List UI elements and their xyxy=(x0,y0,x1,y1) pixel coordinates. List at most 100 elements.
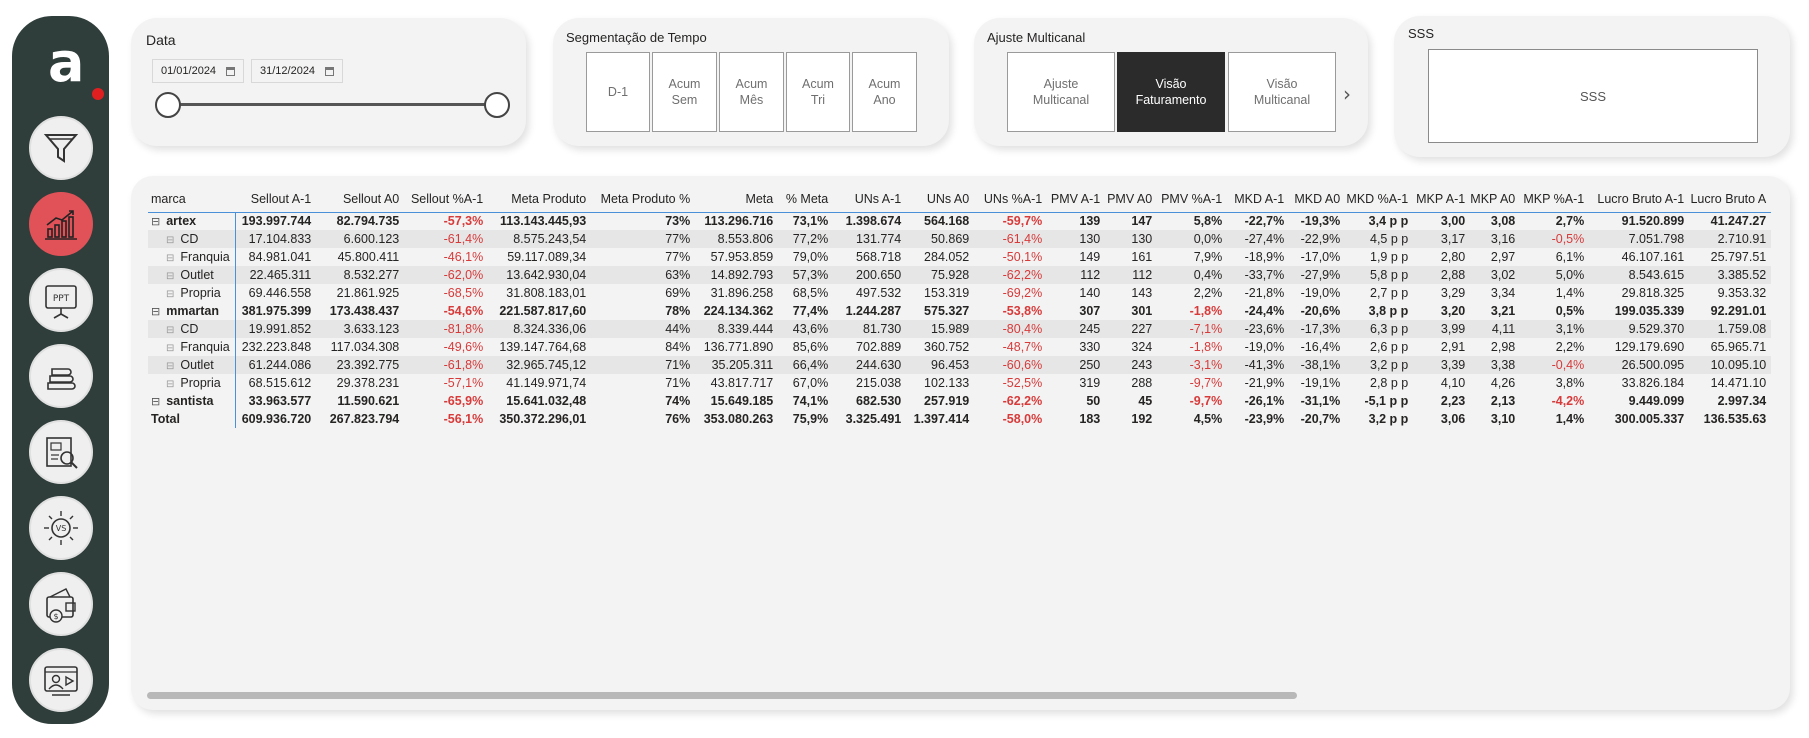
expand-icon[interactable]: ⊟ xyxy=(166,343,175,354)
matrix-cell: -62,0% xyxy=(404,266,489,284)
matrix-cell: 3,29 xyxy=(1440,286,1466,300)
column-header[interactable]: MKP A-1 xyxy=(1416,191,1466,206)
column-header[interactable]: Lucro Bruto A xyxy=(1690,191,1767,206)
matrix-cell: 50.869 xyxy=(906,230,975,248)
column-header[interactable]: PMV A-1 xyxy=(1050,191,1101,206)
matrix-cell: 221.587.817,60 xyxy=(499,304,587,318)
tile-label: Acum Sem xyxy=(668,77,701,107)
versus-comparison-icon: VS xyxy=(44,511,78,545)
sss-slicer-box[interactable]: SSS xyxy=(1428,49,1758,143)
nav-wallet-button[interactable]: $ xyxy=(29,572,93,636)
date-range-slider-track[interactable] xyxy=(167,103,497,106)
column-header[interactable]: MKD A-1 xyxy=(1234,191,1285,206)
tile-visao-multicanal[interactable]: Visão Multicanal xyxy=(1228,52,1336,132)
tile-visao-faturamento[interactable]: Visão Faturamento xyxy=(1117,52,1225,132)
nav-growth-chart-button[interactable] xyxy=(29,192,93,256)
matrix-cell: 143 xyxy=(1131,286,1153,300)
date-range-end-handle[interactable] xyxy=(484,92,510,118)
sss-box-label: SSS xyxy=(1579,88,1606,104)
column-header[interactable]: marca xyxy=(151,191,186,206)
column-header[interactable]: PMV A0 xyxy=(1107,191,1153,206)
chevron-right-icon[interactable]: › xyxy=(1343,82,1351,106)
tile-acum-tri[interactable]: Acum Tri xyxy=(786,52,850,132)
matrix-cell: 6.600.123 xyxy=(316,230,405,248)
channel-row: ⊟ CD 17.104.833 6.600.123 -61,4% 8.575.243,54… xyxy=(148,230,1772,248)
matrix-cell: 244.630 xyxy=(833,356,907,374)
column-header[interactable]: UNs %A-1 xyxy=(983,191,1043,206)
collapse-icon[interactable]: ⊟ xyxy=(151,306,161,318)
expand-icon[interactable]: ⊟ xyxy=(166,361,175,372)
matrix-cell: -57,3% xyxy=(443,214,484,229)
expand-icon[interactable]: ⊟ xyxy=(166,325,175,336)
column-header[interactable]: Meta Produto % xyxy=(600,191,691,206)
matrix-cell: 63% xyxy=(591,266,696,284)
calendar-icon xyxy=(325,66,334,76)
column-header[interactable]: MKD A0 xyxy=(1294,191,1341,206)
collapse-icon[interactable]: ⊟ xyxy=(151,216,161,229)
expand-icon[interactable]: ⊟ xyxy=(166,379,175,390)
horizontal-scrollbar[interactable] xyxy=(147,692,1297,699)
nav-versus-button[interactable]: VS xyxy=(29,496,93,560)
date-range-start-handle[interactable] xyxy=(155,92,181,118)
matrix-cell: 9.449.099 xyxy=(1628,394,1685,408)
collapse-icon[interactable]: ⊟ xyxy=(151,396,161,408)
column-header[interactable]: Meta Produto xyxy=(511,191,587,206)
matrix-cell: 319 xyxy=(1079,376,1101,390)
column-header[interactable]: Meta xyxy=(745,191,774,206)
start-date-input[interactable]: 01/01/2024 xyxy=(152,59,244,83)
nav-user-video-button[interactable] xyxy=(29,648,93,712)
tile-ajuste-multicanal[interactable]: Ajuste Multicanal xyxy=(1007,52,1115,132)
matrix-cell: 3,21 xyxy=(1490,304,1516,318)
brand-logo: a xyxy=(38,36,104,100)
matrix-cell: 192 xyxy=(1131,412,1153,426)
matrix-cell: 9.353.32 xyxy=(1717,286,1767,300)
row-label-text: santista xyxy=(166,394,214,408)
tile-acum-sem[interactable]: Acum Sem xyxy=(652,52,717,132)
row-label-text: Franquia xyxy=(180,340,230,354)
matrix-cell: -65,9% xyxy=(443,394,484,408)
matrix-cell: 4,10 xyxy=(1440,376,1466,390)
column-header[interactable]: % Meta xyxy=(785,191,829,206)
total-row: Total 609.936.720 267.823.794 -56,1% 350.372… xyxy=(148,410,1771,428)
matrix-cell: 2,97 xyxy=(1490,250,1516,264)
matrix-cell: 5,8 p p xyxy=(1345,266,1414,284)
expand-icon[interactable]: ⊟ xyxy=(166,235,175,246)
matrix-cell: 3.385.52 xyxy=(1689,266,1772,284)
nav-ppt-button[interactable]: PPT xyxy=(29,268,93,332)
column-header[interactable]: MKP A0 xyxy=(1470,191,1516,206)
matrix-cell: 26.500.095 xyxy=(1589,356,1690,374)
tile-acum-mes[interactable]: Acum Mês xyxy=(719,52,784,132)
column-header[interactable]: MKD %A-1 xyxy=(1346,191,1409,206)
matrix-cell: 85,6% xyxy=(792,340,829,354)
matrix-table-container[interactable]: marca Sellout A-1 Sellout A0 Sellout %A-1 Me… xyxy=(148,186,1790,428)
matrix-cell: -18,9% xyxy=(1244,250,1285,264)
nav-filter-button[interactable] xyxy=(29,116,93,180)
column-header[interactable]: PMV %A-1 xyxy=(1161,191,1223,206)
column-header[interactable]: UNs A0 xyxy=(926,191,970,206)
nav-report-button[interactable] xyxy=(29,420,93,484)
column-header[interactable]: Lucro Bruto A-1 xyxy=(1597,191,1685,206)
tile-label: Acum Ano xyxy=(868,77,901,107)
column-header[interactable]: Sellout %A-1 xyxy=(410,191,484,206)
matrix-cell: -19,3% xyxy=(1300,214,1341,229)
tile-d-1[interactable]: D-1 xyxy=(586,52,650,132)
column-header[interactable]: Sellout A0 xyxy=(342,191,400,206)
matrix-cell: -9,7% xyxy=(1189,394,1223,408)
matrix-cell: 0,5% xyxy=(1555,304,1585,318)
matrix-cell: 2,23 xyxy=(1440,394,1466,408)
expand-icon[interactable]: ⊟ xyxy=(166,289,175,300)
tile-label: Acum Tri xyxy=(802,77,834,107)
brand-row: ⊟ artex 193.997.744 82.794.735 -57,3% 113.143… xyxy=(148,212,1771,230)
expand-icon[interactable]: ⊟ xyxy=(166,253,175,264)
wallet-money-icon: $ xyxy=(46,588,76,623)
expand-icon[interactable]: ⊟ xyxy=(166,271,175,282)
channel-row: ⊟ Franquia 232.223.848 117.034.308 -49,6% 139… xyxy=(148,338,1771,356)
nav-fabric-button[interactable] xyxy=(29,344,93,408)
end-date-input[interactable]: 31/12/2024 xyxy=(251,59,343,83)
matrix-cell: 8.324.336,06 xyxy=(488,320,592,338)
matrix-cell: 149 xyxy=(1079,250,1101,264)
column-header[interactable]: MKP %A-1 xyxy=(1523,191,1585,206)
tile-acum-ano[interactable]: Acum Ano xyxy=(852,52,917,132)
column-header[interactable]: UNs A-1 xyxy=(854,191,902,206)
column-header[interactable]: Sellout A-1 xyxy=(250,191,312,206)
